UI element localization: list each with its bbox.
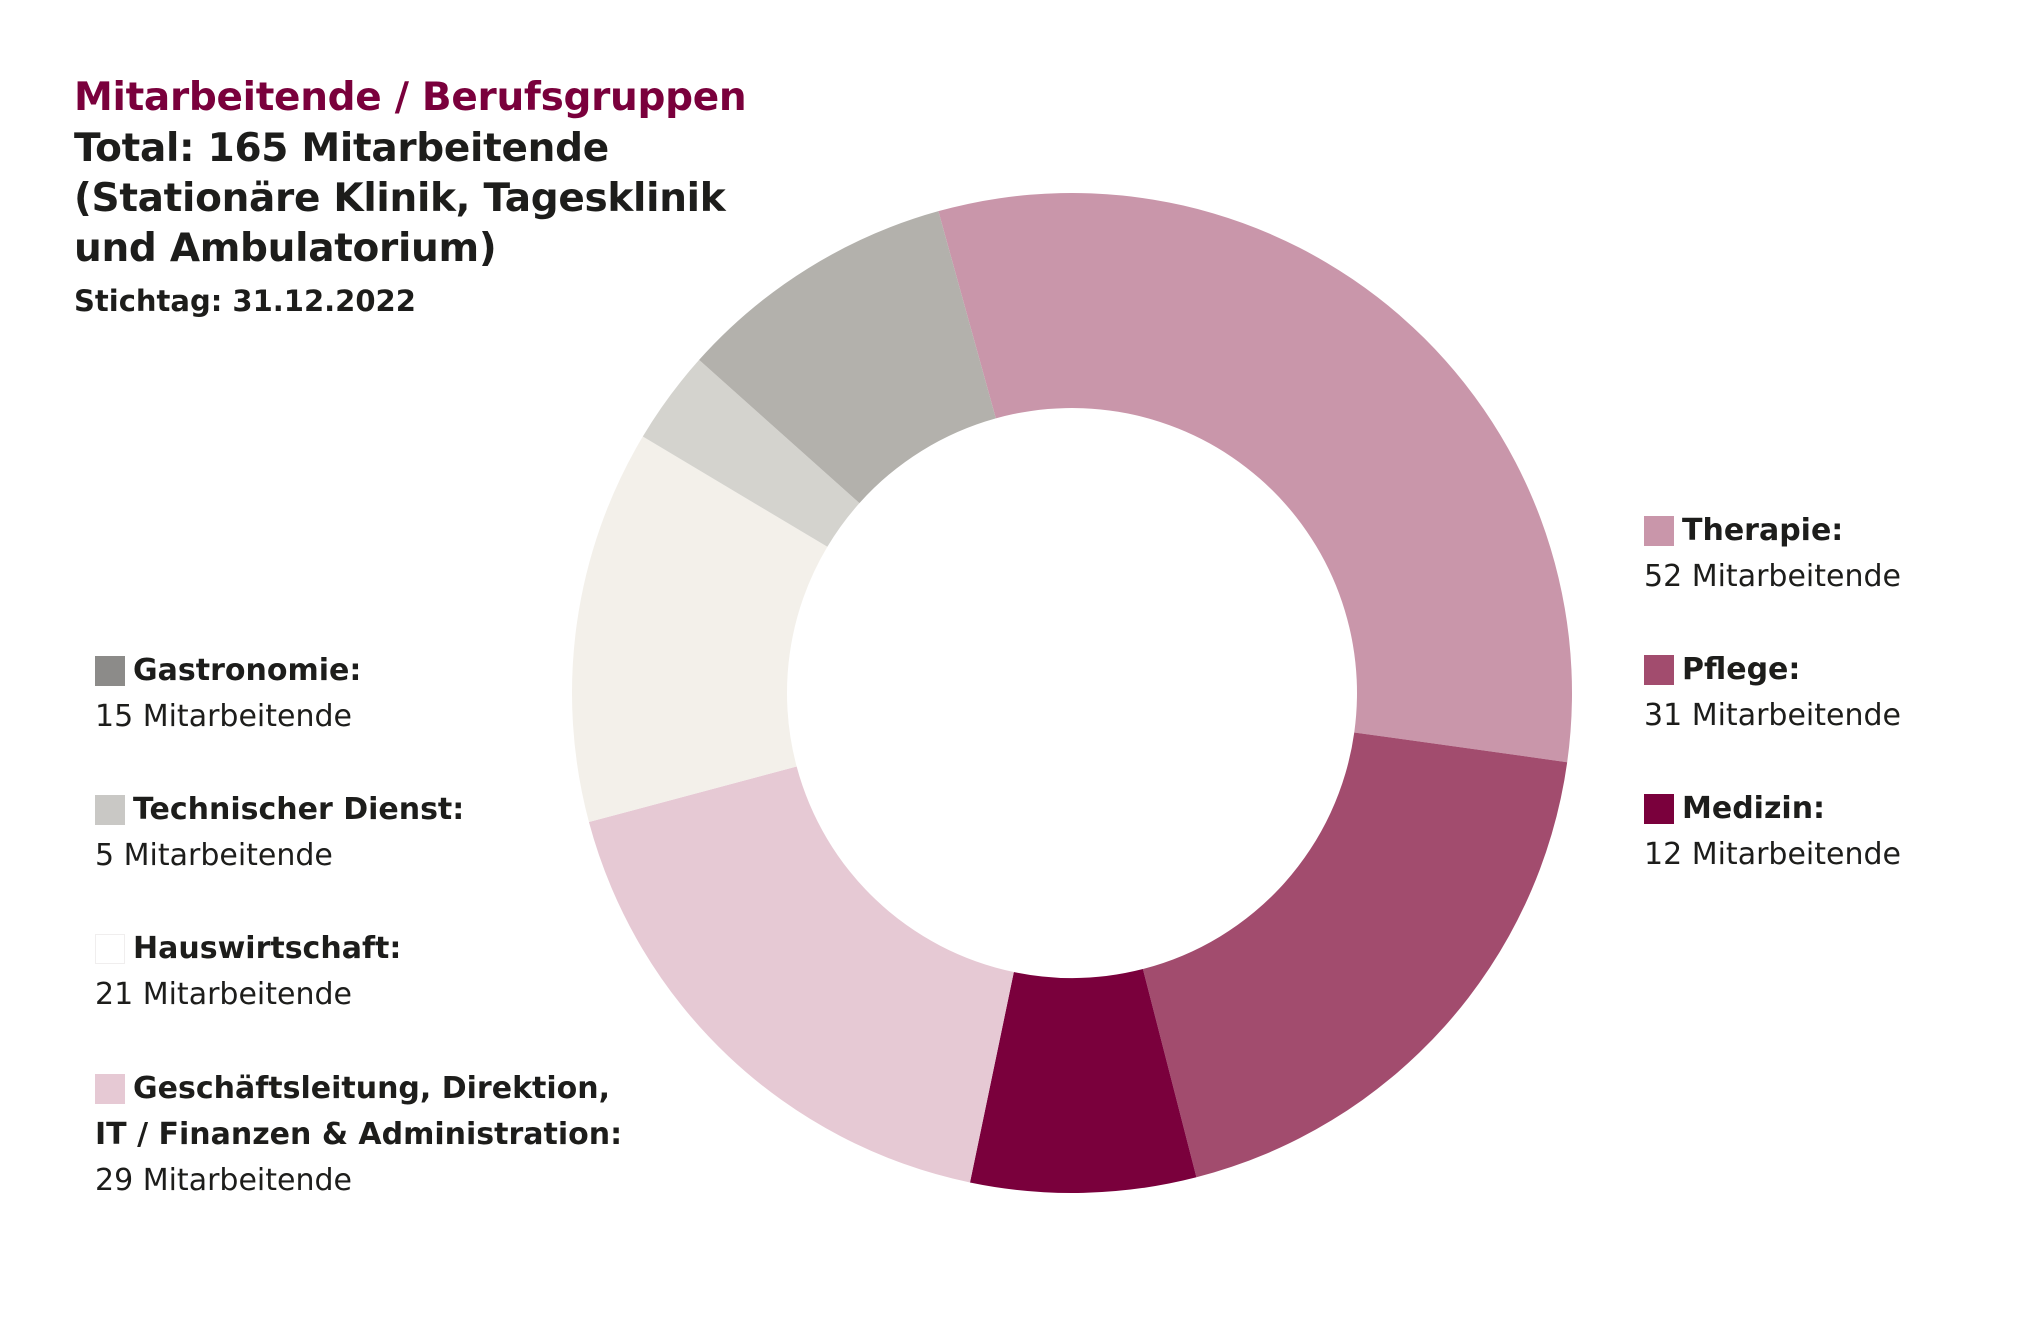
- legend-value-gastronomie: 15 Mitarbeitende: [95, 699, 352, 734]
- legend-item-hauswirtschaft: Hauswirtschaft: 21 Mitarbeitende: [95, 926, 401, 1018]
- donut-slice-medizin: [969, 969, 1197, 1193]
- legend-item-geschaeftsleitung: Geschäftsleitung, Direktion, IT / Finanz…: [95, 1066, 622, 1204]
- legend-label-medizin: Medizin:: [1682, 791, 1826, 826]
- donut-slice-pflege: [1142, 732, 1568, 1178]
- legend-value-technischer-dienst: 5 Mitarbeitende: [95, 838, 333, 873]
- legend-swatch-hauswirtschaft: [95, 934, 125, 964]
- donut-slice-therapie: [938, 193, 1572, 763]
- legend-label-geschaeftsleitung-line1: Geschäftsleitung, Direktion,: [133, 1071, 611, 1106]
- legend-value-hauswirtschaft: 21 Mitarbeitende: [95, 977, 352, 1012]
- legend-label-hauswirtschaft: Hauswirtschaft:: [133, 931, 402, 966]
- legend-label-pflege: Pflege:: [1682, 652, 1801, 687]
- legend-value-geschaeftsleitung: 29 Mitarbeitende: [95, 1163, 352, 1198]
- donut-slice-geschaeftsleitung: [588, 766, 1014, 1183]
- chart-subtitle-line2: (Stationäre Klinik, Tagesklinik: [74, 176, 726, 221]
- legend-item-therapie: Therapie: 52 Mitarbeitende: [1644, 508, 1901, 600]
- legend-value-therapie: 52 Mitarbeitende: [1644, 559, 1901, 594]
- legend-label-therapie: Therapie:: [1682, 513, 1844, 548]
- legend-item-medizin: Medizin: 12 Mitarbeitende: [1644, 786, 1901, 878]
- legend-swatch-geschaeftsleitung: [95, 1074, 125, 1104]
- legend-label-gastronomie: Gastronomie:: [133, 653, 362, 688]
- legend-value-medizin: 12 Mitarbeitende: [1644, 837, 1901, 872]
- legend-swatch-technischer-dienst: [95, 795, 125, 825]
- legend-value-pflege: 31 Mitarbeitende: [1644, 698, 1901, 733]
- legend-swatch-pflege: [1644, 655, 1674, 685]
- legend-swatch-medizin: [1644, 794, 1674, 824]
- chart-subtitle-line3: und Ambulatorium): [74, 226, 497, 271]
- legend-label-technischer-dienst: Technischer Dienst:: [133, 792, 465, 827]
- legend-swatch-gastronomie: [95, 656, 125, 686]
- legend-item-gastronomie: Gastronomie: 15 Mitarbeitende: [95, 648, 361, 740]
- legend-label-geschaeftsleitung-line2: IT / Finanzen & Administration:: [95, 1117, 623, 1152]
- chart-reference-date: Stichtag: 31.12.2022: [74, 284, 416, 318]
- chart-title: Mitarbeitende / Berufsgruppen: [74, 75, 747, 120]
- donut-slice-gastronomie: [699, 211, 996, 504]
- donut-slice-hauswirtschaft: [572, 436, 828, 823]
- chart-subtitle-line1: Total: 165 Mitarbeitende: [74, 126, 609, 171]
- legend-item-technischer-dienst: Technischer Dienst: 5 Mitarbeitende: [95, 787, 464, 879]
- chart-header: Mitarbeitende / Berufsgruppen Total: 165…: [74, 72, 794, 320]
- legend-swatch-therapie: [1644, 516, 1674, 546]
- legend-item-pflege: Pflege: 31 Mitarbeitende: [1644, 647, 1901, 739]
- donut-slice-technischer-dienst: [642, 359, 860, 547]
